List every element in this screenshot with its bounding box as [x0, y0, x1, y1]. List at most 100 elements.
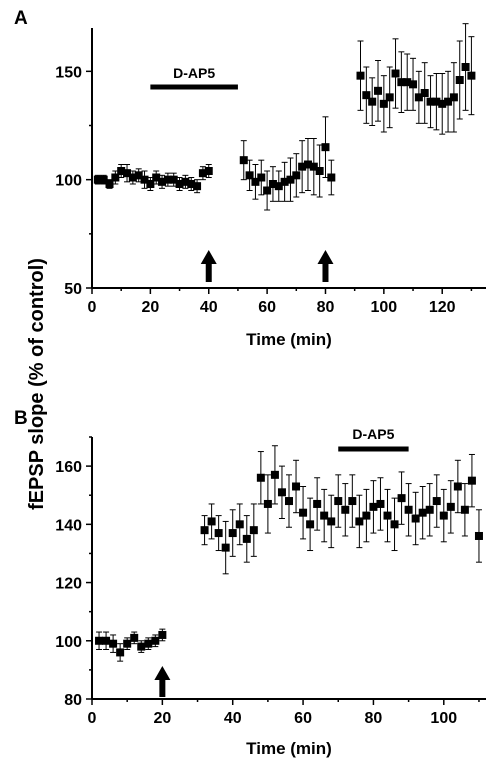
data-point [397, 494, 406, 503]
data-point [374, 86, 383, 95]
data-point [334, 497, 343, 506]
data-point [111, 173, 120, 182]
data-point [123, 169, 132, 178]
y-tick-label: 80 [64, 692, 82, 709]
data-point [270, 470, 279, 479]
data-point [369, 502, 378, 511]
data-point [418, 508, 427, 517]
y-tick-label: 140 [55, 517, 82, 534]
data-point [467, 71, 476, 80]
data-point [313, 499, 322, 508]
data-point [95, 636, 104, 645]
data-point [385, 93, 394, 102]
stimulus-arrow-icon [317, 250, 334, 282]
data-point [403, 78, 412, 87]
data-point [134, 171, 143, 180]
x-tick-label: 40 [200, 299, 218, 316]
data-point [239, 156, 248, 165]
y-tick-label: 100 [55, 173, 82, 190]
x-tick-label: 100 [430, 710, 457, 727]
data-point [474, 531, 483, 540]
data-point [309, 162, 318, 171]
data-point [425, 505, 434, 514]
data-point [306, 520, 315, 529]
data-point [455, 76, 464, 84]
data-point [390, 520, 399, 529]
stimulus-arrow-icon [154, 666, 171, 697]
data-point [158, 630, 167, 639]
data-point [200, 526, 209, 535]
x-tick-label: 0 [88, 299, 97, 316]
drug-label: D-AP5 [173, 65, 215, 81]
data-point [299, 508, 308, 517]
data-point [256, 473, 265, 482]
data-point [439, 511, 448, 520]
data-point [280, 177, 289, 186]
data-point [321, 143, 330, 152]
y-tick-label: 150 [55, 64, 82, 81]
data-point [341, 505, 350, 514]
data-point [187, 180, 196, 188]
data-point [285, 497, 293, 506]
data-point [411, 514, 420, 523]
x-tick-label: 80 [365, 710, 383, 727]
data-point [140, 175, 149, 184]
data-point [158, 177, 167, 186]
data-point [355, 517, 364, 526]
data-point [204, 167, 213, 175]
data-point [315, 167, 324, 175]
x-tick-label: 60 [258, 299, 276, 316]
data-point [117, 167, 126, 175]
data-point [128, 173, 137, 182]
data-point [327, 173, 336, 182]
data-point [235, 520, 244, 529]
data-point [362, 91, 371, 100]
data-point [105, 180, 114, 188]
data-point [298, 162, 307, 171]
data-point [198, 169, 207, 178]
data-point [193, 182, 202, 191]
data-point [249, 526, 258, 535]
data-point [277, 488, 286, 497]
data-point [144, 639, 153, 648]
data-point [368, 97, 377, 106]
drug-label: D-AP5 [352, 426, 394, 442]
y-tick-label: 160 [55, 459, 82, 476]
data-point [169, 175, 178, 184]
x-tick-label: 60 [294, 710, 312, 727]
y-axis-label: fEPSP slope (% of control) [26, 258, 48, 510]
data-point [257, 173, 266, 182]
data-point [99, 175, 108, 184]
x-axis-label: Time (min) [246, 739, 332, 758]
data-point [320, 511, 329, 520]
data-point [214, 529, 223, 538]
data-point [303, 160, 312, 169]
data-point [163, 175, 172, 184]
data-point [221, 543, 230, 552]
data-point [263, 499, 272, 508]
data-point [356, 71, 365, 80]
data-point [181, 177, 190, 186]
x-tick-label: 120 [429, 299, 456, 316]
stimulus-arrow-icon [200, 250, 217, 282]
data-point [446, 502, 455, 511]
data-point [175, 180, 184, 188]
data-point [397, 78, 406, 87]
data-point [109, 639, 118, 648]
data-point [137, 642, 146, 651]
data-point [93, 175, 102, 184]
data-point [245, 171, 254, 180]
data-point [362, 511, 371, 520]
data-point [409, 80, 418, 89]
x-tick-label: 20 [153, 710, 171, 727]
data-point [152, 173, 161, 182]
x-tick-label: 0 [88, 710, 97, 727]
data-point [444, 97, 453, 106]
data-point [242, 534, 251, 543]
y-tick-label: 100 [55, 634, 82, 651]
y-tick-label: 120 [55, 576, 82, 593]
data-point [228, 529, 237, 538]
x-tick-label: 20 [141, 299, 159, 316]
data-point [327, 517, 336, 526]
